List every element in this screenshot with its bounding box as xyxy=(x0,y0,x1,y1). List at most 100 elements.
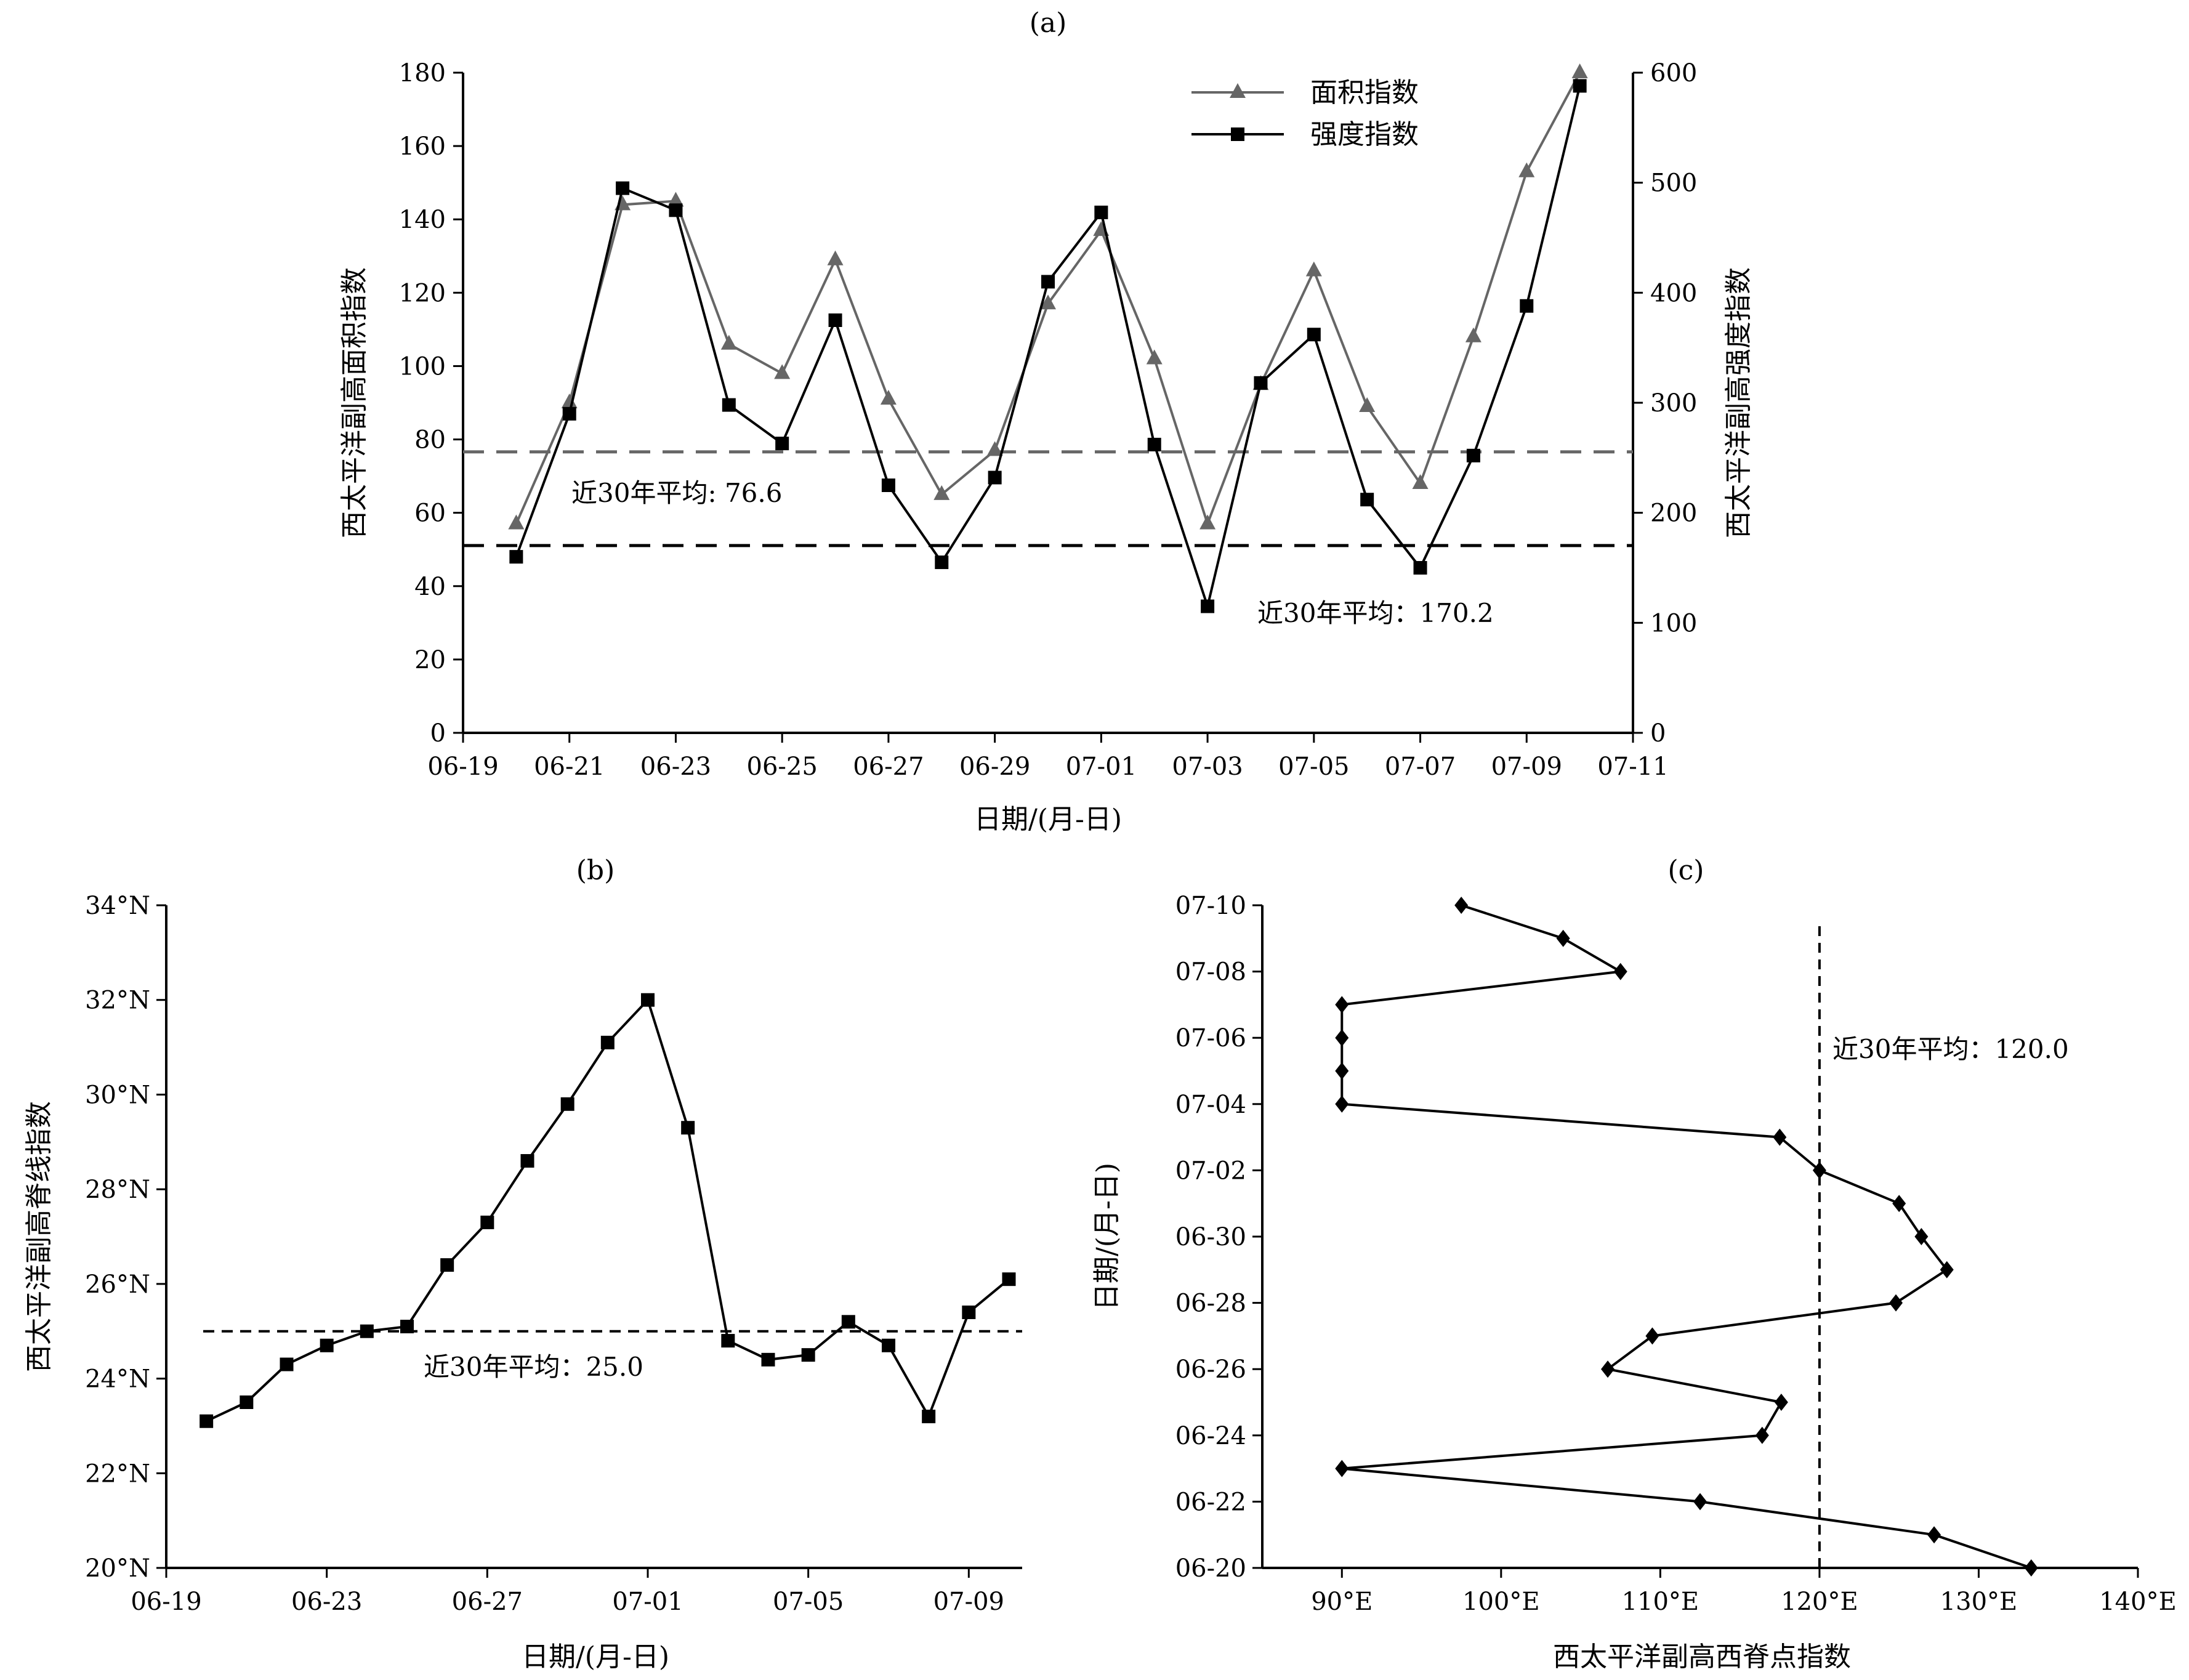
a-right-tick-label: 300 xyxy=(1650,389,1697,418)
b-y-tick-label: 24°N xyxy=(85,1365,150,1394)
c-series-0-point xyxy=(1556,929,1570,947)
c-y-tick-label: 07-04 xyxy=(1175,1091,1246,1119)
a-right-tick-label: 400 xyxy=(1650,279,1697,307)
a-series-1-point xyxy=(1520,299,1534,313)
b-series-0-point xyxy=(360,1324,374,1338)
a-series-0-point xyxy=(667,192,684,207)
a-series-1-point xyxy=(1254,376,1268,390)
c-x-tick-label: 140°E xyxy=(2099,1588,2177,1616)
a-left-tick-label: 0 xyxy=(430,719,446,748)
a-series-0-point xyxy=(1040,294,1056,310)
c-series-0-point xyxy=(1914,1228,1929,1245)
c-x-tick-label: 130°E xyxy=(1940,1588,2018,1616)
c-series-0-point xyxy=(1335,996,1349,1014)
a-series-0-point xyxy=(1412,474,1429,490)
a-series-0-point xyxy=(1359,397,1376,412)
a-x-tick-label: 07-09 xyxy=(1491,753,1562,781)
a-series-1-point xyxy=(669,203,683,217)
b-series-0-point xyxy=(600,1035,615,1049)
a-series-0-point xyxy=(508,514,525,530)
a-left-tick-label: 40 xyxy=(414,573,446,601)
panel-a-right-ticks: 0 100 200 300 400 500 600 xyxy=(1633,59,1697,748)
c-series-0-point xyxy=(1889,1294,1903,1312)
a-left-tick-label: 20 xyxy=(414,646,446,674)
b-series-0-point xyxy=(922,1410,936,1424)
c-series-0-point xyxy=(1773,1128,1787,1146)
a-left-tick-label: 100 xyxy=(399,352,446,381)
a-left-tick-label: 60 xyxy=(414,499,446,528)
a-right-tick-label: 0 xyxy=(1650,719,1666,748)
a-left-tick-label: 140 xyxy=(399,206,446,234)
b-series-0-point xyxy=(761,1352,775,1367)
a-series-1-point xyxy=(1573,79,1587,93)
c-y-tick-label: 07-06 xyxy=(1175,1024,1246,1052)
a-series-0-point xyxy=(561,394,578,408)
a-right-tick-label: 100 xyxy=(1650,609,1697,637)
a-x-tick-label: 07-07 xyxy=(1385,753,1456,781)
a-right-tick-label: 500 xyxy=(1650,169,1697,198)
a-right-tick-label: 600 xyxy=(1650,59,1697,87)
legend-label-intensity: 强度指数 xyxy=(1310,119,1419,150)
a-series-0-point xyxy=(1146,349,1163,365)
b-x-tick-label: 06-23 xyxy=(291,1588,362,1616)
a-series-0-point xyxy=(827,250,844,265)
panel-c-y-ticks: 06-20 06-22 06-24 06-26 06-28 06-30 07-02 07-04… xyxy=(1175,892,1262,1583)
b-series-0-point xyxy=(400,1320,414,1334)
c-series-0-point xyxy=(1335,1062,1349,1080)
a-series-1-point xyxy=(935,555,949,570)
panel-a-x-label: 日期/(月-日) xyxy=(974,804,1122,835)
panel-a-ref-label-intensity: 近30年平均：170.2 xyxy=(1257,598,1494,628)
a-series-1-point xyxy=(1041,275,1055,289)
b-y-tick-label: 22°N xyxy=(85,1460,150,1488)
b-y-tick-label: 32°N xyxy=(85,987,150,1015)
c-series-0-point xyxy=(1335,1460,1349,1477)
b-y-tick-label: 20°N xyxy=(85,1554,150,1583)
b-series-0-point xyxy=(641,993,655,1007)
c-x-tick-label: 110°E xyxy=(1622,1588,1699,1616)
a-series-1-point xyxy=(1466,448,1480,462)
a-series-0-point xyxy=(1465,327,1482,342)
a-series-0-point xyxy=(720,334,737,350)
c-series-0-point xyxy=(1613,963,1627,980)
a-x-tick-label: 07-03 xyxy=(1172,753,1243,781)
panel-c-x-label: 西太平洋副高西脊点指数 xyxy=(1553,1641,1851,1673)
a-x-tick-label: 07-01 xyxy=(1066,753,1137,781)
b-y-tick-label: 28°N xyxy=(85,1176,150,1204)
a-series-0-point xyxy=(1305,261,1322,277)
a-series-0-point xyxy=(880,390,897,405)
a-series-0-point xyxy=(933,485,950,500)
c-series-0-point xyxy=(1645,1327,1659,1345)
c-series-0-point xyxy=(1335,1095,1349,1113)
a-x-tick-label: 07-05 xyxy=(1278,753,1349,781)
c-x-tick-label: 120°E xyxy=(1781,1588,1858,1616)
c-series-0-point xyxy=(2024,1559,2038,1577)
c-series-0-point xyxy=(1335,1029,1349,1047)
b-series-0-point xyxy=(280,1357,294,1371)
a-x-tick-label: 06-23 xyxy=(640,753,711,781)
b-x-tick-label: 07-09 xyxy=(933,1588,1004,1616)
b-y-tick-label: 26°N xyxy=(85,1270,150,1299)
b-x-tick-label: 06-27 xyxy=(452,1588,523,1616)
a-left-tick-label: 180 xyxy=(399,59,446,87)
b-x-tick-label: 07-05 xyxy=(773,1588,844,1616)
a-series-1-point xyxy=(828,313,842,327)
b-series-0-point xyxy=(240,1395,254,1409)
a-series-0-point xyxy=(1199,514,1216,530)
c-series-0-point xyxy=(1755,1426,1769,1444)
b-x-tick-label: 07-01 xyxy=(612,1588,683,1616)
b-series-0-point xyxy=(480,1215,494,1229)
panel-a: (a) 06-19 06-21 06-23 06-25 06-27 06-29 07-01 0… xyxy=(339,7,1754,835)
c-y-tick-label: 07-10 xyxy=(1175,892,1246,920)
a-left-tick-label: 120 xyxy=(399,279,446,307)
b-series-0-point xyxy=(721,1334,735,1348)
a-series-0-point xyxy=(986,441,1003,456)
a-series-1-point xyxy=(1094,205,1108,219)
b-series-0-point xyxy=(1002,1272,1016,1286)
panel-a-legend: 面积指数 强度指数 xyxy=(1191,77,1419,150)
c-y-tick-label: 06-20 xyxy=(1175,1554,1246,1583)
a-series-1-point xyxy=(988,470,1002,485)
b-y-tick-label: 34°N xyxy=(85,892,150,920)
panel-c-x-ticks: 90°E 100°E 110°E 120°E 130°E 140°E xyxy=(1311,1568,2177,1616)
a-x-tick-label: 06-25 xyxy=(747,753,818,781)
